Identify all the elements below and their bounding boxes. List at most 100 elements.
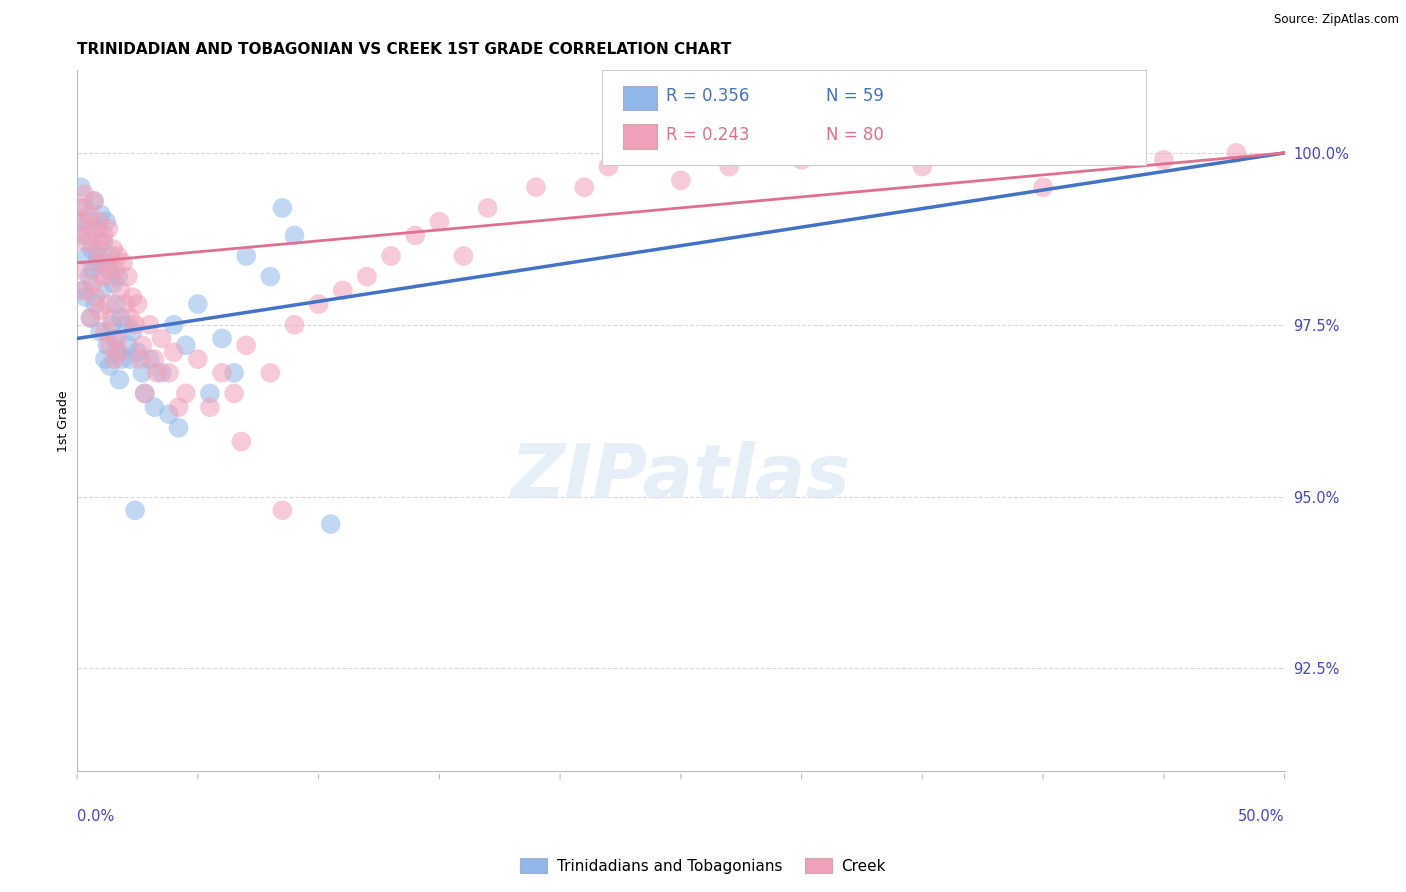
Point xyxy=(167,400,190,414)
Point xyxy=(157,366,180,380)
Point xyxy=(114,297,136,311)
Point xyxy=(120,352,142,367)
Point xyxy=(69,180,91,194)
Point xyxy=(80,242,103,256)
Point xyxy=(94,325,117,339)
Point xyxy=(131,366,153,380)
Point xyxy=(117,269,139,284)
Point xyxy=(75,235,97,250)
Point xyxy=(70,228,93,243)
Point xyxy=(89,325,111,339)
Point xyxy=(111,256,134,270)
Point xyxy=(103,331,125,345)
Point xyxy=(124,503,146,517)
Point xyxy=(150,331,173,345)
Point xyxy=(103,277,125,291)
Point xyxy=(235,249,257,263)
Point xyxy=(669,173,692,187)
Point xyxy=(76,249,98,263)
Point xyxy=(73,201,96,215)
Point xyxy=(134,386,156,401)
Point xyxy=(235,338,257,352)
Point xyxy=(69,262,91,277)
Point xyxy=(97,221,120,235)
Point xyxy=(73,187,96,202)
FancyBboxPatch shape xyxy=(602,70,1146,165)
Point xyxy=(259,269,281,284)
Point xyxy=(80,221,103,235)
Point xyxy=(138,318,160,332)
Text: N = 80: N = 80 xyxy=(825,126,883,144)
Point xyxy=(222,386,245,401)
Point xyxy=(404,228,426,243)
Point xyxy=(105,331,128,345)
Point xyxy=(138,352,160,367)
Point xyxy=(308,297,330,311)
Point xyxy=(87,256,110,270)
Point xyxy=(157,407,180,421)
Y-axis label: 1st Grade: 1st Grade xyxy=(58,390,70,451)
Point xyxy=(101,318,124,332)
Point xyxy=(127,345,149,359)
Point xyxy=(82,262,104,277)
Point xyxy=(124,318,146,332)
Point xyxy=(108,345,131,359)
Point xyxy=(129,352,152,367)
Text: R = 0.356: R = 0.356 xyxy=(666,87,749,105)
Point xyxy=(86,249,108,263)
Point xyxy=(121,325,143,339)
Point xyxy=(283,228,305,243)
Point xyxy=(332,284,354,298)
Point xyxy=(90,208,112,222)
Point xyxy=(356,269,378,284)
Point xyxy=(477,201,499,215)
Point xyxy=(134,386,156,401)
Point xyxy=(104,262,127,277)
Point xyxy=(524,180,547,194)
Point xyxy=(94,214,117,228)
Point xyxy=(1225,145,1247,160)
Point xyxy=(131,338,153,352)
Point xyxy=(72,284,94,298)
Text: TRINIDADIAN AND TOBAGONIAN VS CREEK 1ST GRADE CORRELATION CHART: TRINIDADIAN AND TOBAGONIAN VS CREEK 1ST … xyxy=(77,42,731,57)
Point xyxy=(103,352,125,367)
Point xyxy=(98,359,121,373)
Point xyxy=(91,269,114,284)
Point xyxy=(259,366,281,380)
Text: ZIPatlas: ZIPatlas xyxy=(510,441,851,514)
Point xyxy=(97,262,120,277)
Point xyxy=(222,366,245,380)
Point xyxy=(198,400,221,414)
Point xyxy=(84,297,107,311)
Point xyxy=(211,331,233,345)
Point xyxy=(1032,180,1054,194)
FancyBboxPatch shape xyxy=(623,86,657,111)
Point xyxy=(96,338,118,352)
Point xyxy=(86,221,108,235)
FancyBboxPatch shape xyxy=(623,124,657,149)
Point xyxy=(69,201,91,215)
Point xyxy=(187,352,209,367)
Point xyxy=(87,214,110,228)
Point xyxy=(911,160,934,174)
Point xyxy=(790,153,813,167)
Point xyxy=(101,310,124,325)
Point xyxy=(838,145,860,160)
Point xyxy=(121,290,143,304)
Point xyxy=(110,284,132,298)
Point xyxy=(100,269,122,284)
Text: N = 59: N = 59 xyxy=(825,87,883,105)
Point xyxy=(93,235,115,250)
Point xyxy=(150,366,173,380)
Point xyxy=(72,284,94,298)
Point xyxy=(271,503,294,517)
Point xyxy=(107,249,129,263)
Point xyxy=(94,256,117,270)
Point xyxy=(453,249,475,263)
Point xyxy=(98,338,121,352)
Point xyxy=(89,304,111,318)
Point xyxy=(283,318,305,332)
Point xyxy=(211,366,233,380)
Point xyxy=(231,434,253,449)
Point xyxy=(127,297,149,311)
